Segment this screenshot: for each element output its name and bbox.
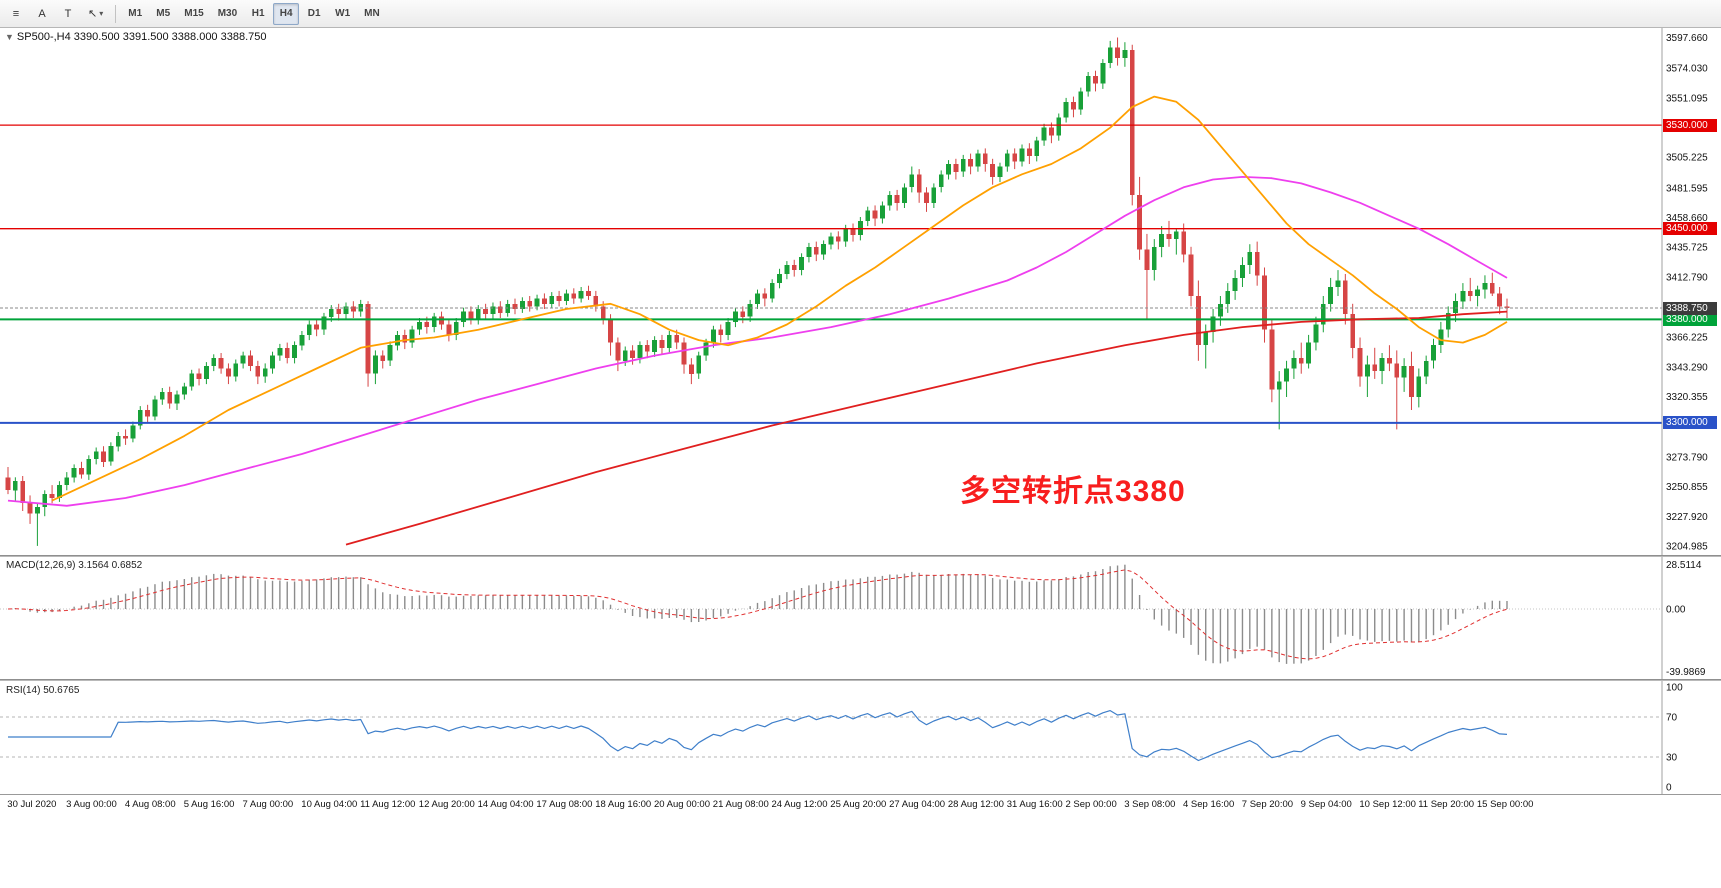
tool-text-button[interactable]: T: [56, 3, 80, 25]
price-axis-label: 3320.355: [1666, 392, 1708, 403]
time-label: 12 Aug 20:00: [418, 799, 475, 810]
price-axis-label: 3227.920: [1666, 512, 1708, 523]
cursor-icon: A: [38, 7, 46, 20]
timeframe-d1[interactable]: D1: [301, 3, 327, 25]
price-tag-3530.000: 3530.000: [1663, 118, 1717, 132]
rsi-line: [8, 710, 1508, 762]
price-axis-label: 3366.225: [1666, 333, 1708, 344]
price-axis-label: 3481.595: [1666, 183, 1708, 194]
time-label: 17 Aug 08:00: [536, 799, 593, 810]
annotation-text[interactable]: 多空转折点3380: [960, 475, 1186, 508]
price-tag-3450.000: 3450.000: [1663, 222, 1717, 236]
time-label: 7 Aug 00:00: [242, 799, 294, 810]
rsi-indicator-label: RSI(14) 50.6765: [6, 685, 80, 696]
rsi-axis-label: 100: [1666, 683, 1683, 694]
main-chart-canvas[interactable]: 3597.660 3574.030 3551.095 3505.225 3481.595…: [0, 28, 1721, 555]
time-label: 25 Aug 20:00: [830, 799, 887, 810]
panel-splitter-rsi[interactable]: [0, 679, 1721, 681]
macd-axis-label: -39.9869: [1666, 667, 1706, 678]
shapes-icon: ↖: [88, 8, 98, 20]
chart-list-icon: ≡: [12, 7, 20, 20]
timeframe-m1[interactable]: M1: [122, 3, 148, 25]
price-axis-label: 3250.855: [1666, 482, 1708, 493]
rsi-axis-label: 30: [1666, 753, 1678, 764]
time-label: 7 Sep 20:00: [1241, 799, 1294, 810]
time-label: 3 Aug 00:00: [66, 799, 117, 810]
price-tag-3300.000: 3300.000: [1663, 416, 1717, 430]
time-label: 9 Sep 04:00: [1300, 799, 1352, 810]
rsi-canvas[interactable]: 100 70 30 0: [0, 681, 1721, 794]
price-tag-3380.000: 3380.000: [1663, 312, 1717, 326]
time-label: 18 Aug 16:00: [595, 799, 652, 810]
price-axis-label: 3597.660: [1666, 33, 1708, 44]
timeframe-w1[interactable]: W1: [329, 3, 356, 25]
symbol-dropdown-icon[interactable]: ▼: [5, 32, 14, 42]
macd-axis-label: 28.5114: [1666, 560, 1702, 571]
price-axis-label: 3435.725: [1666, 243, 1708, 254]
timeframe-m30[interactable]: M30: [212, 3, 243, 25]
ma-slow-line: [345, 310, 1508, 546]
time-label: 10 Sep 12:00: [1359, 799, 1416, 810]
time-label: 14 Aug 04:00: [477, 799, 534, 810]
ohlc-values: 3390.500 3391.500 3388.000 3388.750: [73, 31, 267, 43]
time-label: 28 Aug 12:00: [947, 799, 1004, 810]
price-axis-label: 3412.790: [1666, 272, 1708, 283]
time-axis[interactable]: 30 Jul 2020 3 Aug 00:00 4 Aug 08:00 5 Aug 1…: [0, 794, 1721, 814]
tool-group: ≡ A T ↖ ▾: [4, 3, 109, 25]
text-icon: T: [64, 7, 72, 20]
rsi-axis-label: 70: [1666, 713, 1678, 724]
rsi-axis-label: 0: [1666, 783, 1672, 794]
ma-mid-line: [7, 176, 1508, 507]
price-axis-label: 3273.790: [1666, 452, 1708, 463]
symbol-ohlc-label: ▼ SP500-,H4 3390.500 3391.500 3388.000 33…: [5, 31, 267, 43]
time-label: 21 Aug 08:00: [712, 799, 769, 810]
panel-splitter-macd[interactable]: [0, 555, 1721, 557]
time-label: 31 Aug 16:00: [1006, 799, 1063, 810]
timeframe-m15[interactable]: M15: [178, 3, 209, 25]
price-axis-label: 3343.290: [1666, 362, 1708, 373]
macd-indicator-label: MACD(12,26,9) 3.1564 0.6852: [6, 560, 143, 571]
timeframe-h1[interactable]: H1: [245, 3, 271, 25]
symbol-name: SP500-,H4: [16, 31, 71, 43]
time-label: 5 Aug 16:00: [183, 799, 235, 810]
toolbar: ≡ A T ↖ ▾ M1 M5 M15 M30 H1 H4 D1 W1 MN: [0, 0, 1721, 28]
macd-signal-line: [7, 569, 1508, 660]
time-label: 3 Sep 08:00: [1124, 799, 1176, 810]
time-label: 4 Sep 16:00: [1183, 799, 1235, 810]
time-label: 27 Aug 04:00: [889, 799, 946, 810]
timeframe-mn[interactable]: MN: [358, 3, 386, 25]
price-axis-label: 3574.030: [1666, 64, 1708, 75]
macd-axis-label: 0.00: [1666, 605, 1686, 616]
tool-chart-list-button[interactable]: ≡: [4, 3, 28, 25]
candles: [5, 37, 1510, 546]
ma-fast-line: [51, 95, 1508, 502]
price-axis-label: 3551.095: [1666, 93, 1708, 104]
time-label: 2 Sep 00:00: [1065, 799, 1117, 810]
chevron-down-icon: ▾: [99, 9, 104, 18]
time-label: 15 Sep 00:00: [1476, 799, 1534, 810]
time-label: 30 Jul 2020: [7, 799, 57, 810]
tool-cursor-button[interactable]: A: [30, 3, 54, 25]
toolbar-separator: [115, 4, 117, 23]
price-axis-label: 3204.985: [1666, 542, 1708, 553]
price-axis-label: 3458.660: [1666, 213, 1708, 224]
current-price-tag: 3388.750: [1663, 301, 1717, 315]
macd-canvas[interactable]: 28.5114 0.00 -39.9869: [0, 557, 1721, 679]
time-label: 11 Sep 20:00: [1418, 799, 1475, 810]
time-label: 10 Aug 04:00: [301, 799, 358, 810]
price-axis-label: 3505.225: [1666, 153, 1708, 164]
time-label: 24 Aug 12:00: [771, 799, 828, 810]
timeframe-group: M1 M5 M15 M30 H1 H4 D1 W1 MN: [122, 2, 386, 25]
macd-histogram: [14, 564, 1508, 664]
time-label: 20 Aug 00:00: [654, 799, 710, 810]
tool-shapes-button[interactable]: ↖ ▾: [82, 3, 109, 25]
timeframe-h4[interactable]: H4: [273, 2, 300, 25]
time-label: 11 Aug 12:00: [360, 799, 416, 810]
time-label: 4 Aug 08:00: [124, 799, 176, 810]
timeframe-m5[interactable]: M5: [150, 3, 176, 25]
